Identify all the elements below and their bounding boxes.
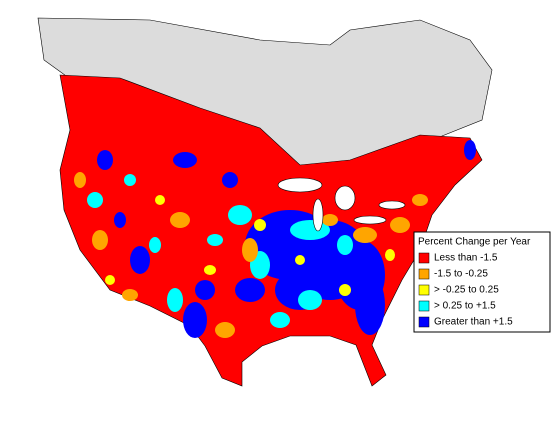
legend-swatch [418,300,430,312]
legend-label: Less than -1.5 [434,253,498,264]
legend-swatch [418,316,430,328]
legend-swatch [418,252,430,264]
region [254,219,266,231]
region [412,194,428,206]
region [124,174,136,186]
region [385,249,395,261]
region [114,212,126,228]
region [295,255,305,265]
region [270,312,290,328]
lake [334,185,356,211]
lake [277,177,323,193]
region [87,192,103,208]
region [228,205,252,225]
region [390,217,410,233]
region [339,284,351,296]
region [242,238,258,262]
legend-swatch [418,284,430,296]
region [105,275,115,285]
region [355,275,385,335]
region [122,289,138,301]
legend-box [413,231,551,333]
region [195,280,215,300]
legend: Percent Change per Year Less than -1.5 -1… [413,231,551,333]
map-regions [74,140,476,338]
region [235,278,265,302]
region [130,246,150,274]
lake [353,215,387,225]
region [92,230,108,250]
region [353,227,377,243]
region [337,235,353,255]
region [204,265,216,275]
region [322,214,338,226]
legend-label: > 0.25 to +1.5 [434,301,496,312]
region [207,234,223,246]
region [215,322,235,338]
legend-title: Percent Change per Year [418,237,531,248]
great-lakes [277,177,406,232]
lake [378,200,406,210]
region [222,172,238,188]
legend-label: > -0.25 to 0.25 [434,285,499,296]
region [167,288,183,312]
region [170,212,190,228]
legend-swatch [418,268,430,280]
region [74,172,86,188]
lake [312,198,324,232]
region [464,140,476,160]
region [97,150,113,170]
region [298,290,322,310]
legend-label: -1.5 to -0.25 [434,269,488,280]
region [155,195,165,205]
legend-label: Greater than +1.5 [434,317,513,328]
region [173,152,197,168]
region [183,302,207,338]
region [149,237,161,253]
